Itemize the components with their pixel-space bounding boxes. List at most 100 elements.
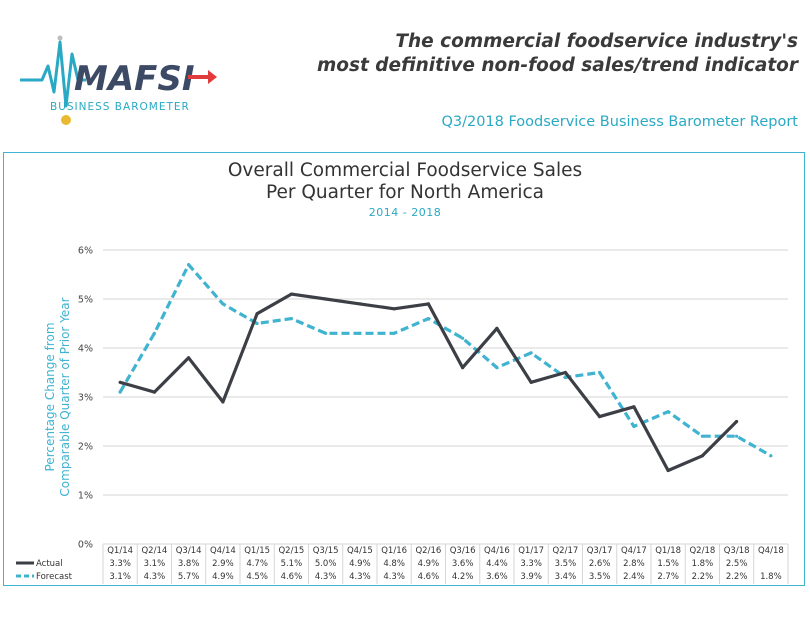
data-point-actual <box>598 415 602 419</box>
series-line-forecast <box>118 263 772 458</box>
data-point-actual <box>700 454 704 458</box>
table-value-actual: 4.8% <box>383 559 405 569</box>
table-value-actual: 1.5% <box>657 559 679 569</box>
x-category-label: Q2/18 <box>689 546 715 556</box>
y-tick-label: 3% <box>78 393 93 404</box>
y-tick-label: 0% <box>78 540 93 551</box>
x-category-label: Q3/14 <box>176 546 202 556</box>
x-category-label: Q3/18 <box>724 546 750 556</box>
table-value-forecast: 3.5% <box>589 572 611 582</box>
tagline-line-1: The commercial foodservice industry's <box>395 31 798 52</box>
data-point-actual <box>666 468 670 473</box>
table-value-actual: 2.9% <box>212 559 234 569</box>
table-value-actual: 4.9% <box>418 559 440 569</box>
logo-sub: BUSINESS BAROMETER <box>50 101 190 113</box>
y-tick-label: 4% <box>78 344 93 355</box>
table-value-actual: 3.8% <box>178 559 200 569</box>
table-value-forecast: 3.1% <box>109 572 131 582</box>
x-category-label: Q1/15 <box>244 546 270 556</box>
x-category-label: Q3/15 <box>313 546 339 556</box>
logo-pulse-line <box>20 40 86 108</box>
table-value-actual: 5.0% <box>315 559 337 569</box>
data-point-actual <box>187 356 191 360</box>
table-value-forecast: 2.2% <box>726 572 748 582</box>
data-point-actual <box>152 390 156 394</box>
x-category-label: Q2/17 <box>552 546 578 556</box>
table-value-actual: 4.9% <box>349 559 371 569</box>
table-value-forecast: 1.8% <box>760 572 782 582</box>
table-value-actual: 5.1% <box>281 559 303 569</box>
x-category-label: Q4/15 <box>347 546 373 556</box>
x-category-label: Q1/16 <box>381 546 407 556</box>
table-value-forecast: 4.3% <box>315 572 337 582</box>
tagline-line-2: most definitive non-food sales/trend ind… <box>317 55 798 76</box>
data-point-actual <box>324 297 328 301</box>
mafsi-logo: MAFSI BUSINESS BAROMETER <box>20 35 217 125</box>
data-point-forecast <box>700 434 704 438</box>
table-value-forecast: 2.7% <box>657 572 679 582</box>
table-value-forecast: 4.6% <box>281 572 303 582</box>
data-point-forecast <box>598 370 602 375</box>
x-category-label: Q2/14 <box>141 546 167 556</box>
x-category-label: Q3/16 <box>450 546 476 556</box>
logo-arrow <box>188 70 217 84</box>
data-point-forecast <box>152 331 156 335</box>
x-category-label: Q4/16 <box>484 546 510 556</box>
data-point-actual <box>426 302 430 306</box>
table-value-forecast: 4.2% <box>452 572 474 582</box>
data-point-forecast <box>563 375 567 379</box>
data-point-actual <box>495 326 499 330</box>
y-axis-label-line-1: Percentage Change from <box>43 322 57 471</box>
data-point-forecast <box>118 390 122 394</box>
x-category-label: Q3/17 <box>587 546 613 556</box>
table-value-actual: 3.3% <box>109 559 131 569</box>
table-value-forecast: 3.6% <box>486 572 508 582</box>
x-category-label: Q1/14 <box>107 546 133 556</box>
data-point-actual <box>392 307 396 311</box>
table-value-actual: 2.5% <box>726 559 748 569</box>
data-point-actual <box>358 302 362 306</box>
table-value-actual: 1.8% <box>692 559 714 569</box>
table-value-actual: 3.3% <box>520 559 542 569</box>
table-value-actual: 4.7% <box>246 559 268 569</box>
data-point-forecast <box>769 454 773 458</box>
data-point-forecast <box>187 263 191 267</box>
x-category-label: Q1/18 <box>655 546 681 556</box>
x-category-label: Q2/16 <box>415 546 441 556</box>
x-category-label: Q4/18 <box>758 546 784 556</box>
data-point-actual <box>118 380 122 384</box>
data-point-forecast <box>324 331 328 335</box>
table-value-forecast: 2.4% <box>623 572 645 582</box>
tagline: The commercial foodservice industry's mo… <box>317 30 798 78</box>
table-value-forecast: 3.9% <box>520 572 542 582</box>
series-line-actual <box>119 292 738 473</box>
data-point-forecast <box>735 434 739 438</box>
data-point-actual <box>289 292 293 296</box>
data-point-actual <box>529 380 533 384</box>
y-tick-label: 2% <box>78 442 93 453</box>
table-value-forecast: 4.5% <box>246 572 268 582</box>
legend-label-actual: Actual <box>36 559 63 569</box>
logo-gold-dot <box>61 115 71 125</box>
table-value-actual: 3.1% <box>144 559 166 569</box>
y-axis-label-line-2: Comparable Quarter of Prior Year <box>58 297 72 496</box>
table-value-forecast: 4.3% <box>144 572 166 582</box>
x-category-label: Q2/15 <box>278 546 304 556</box>
table-value-forecast: 4.3% <box>349 572 371 582</box>
x-category-label: Q4/17 <box>621 546 647 556</box>
table-value-forecast: 5.7% <box>178 572 200 582</box>
data-point-actual <box>563 370 567 375</box>
table-value-forecast: 2.2% <box>692 572 714 582</box>
data-point-actual <box>461 366 465 370</box>
data-point-forecast <box>289 317 293 321</box>
y-tick-label: 6% <box>78 246 93 257</box>
data-point-forecast <box>255 321 259 326</box>
table-value-actual: 3.5% <box>555 559 577 569</box>
table-value-forecast: 4.3% <box>383 572 405 582</box>
data-point-forecast <box>632 424 636 428</box>
report-title: Q3/2018 Foodservice Business Barometer R… <box>441 114 798 130</box>
y-tick-label: 1% <box>78 491 93 502</box>
table-value-actual: 2.8% <box>623 559 645 569</box>
chart-title-line-1: Overall Commercial Foodservice Sales <box>227 160 583 181</box>
